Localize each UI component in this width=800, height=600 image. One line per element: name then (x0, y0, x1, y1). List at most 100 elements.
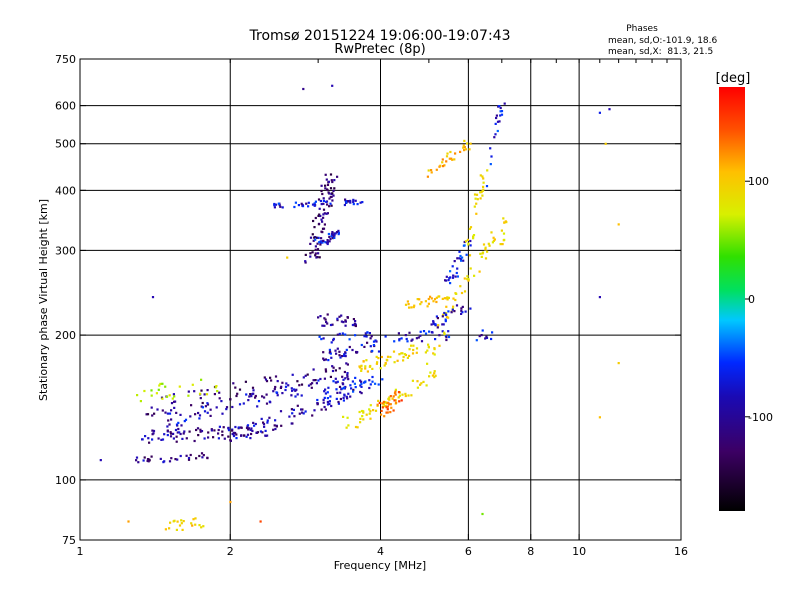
echo-point (496, 120, 500, 123)
echo-point (441, 330, 444, 333)
echo-point (456, 267, 459, 270)
echo-point (441, 315, 444, 318)
echo-point (316, 403, 319, 406)
echo-point (375, 362, 378, 365)
echo-point (444, 320, 447, 323)
echo-point (307, 205, 310, 208)
echo-point (435, 296, 438, 299)
echo-point (324, 318, 327, 321)
echo-point (190, 404, 193, 407)
echo-point (419, 334, 422, 337)
echo-point (169, 435, 173, 438)
echo-point (449, 282, 452, 285)
echo-point (377, 357, 380, 360)
echo-point (475, 202, 478, 205)
echo-point (141, 438, 144, 441)
echo-point (202, 454, 205, 457)
echo-point (206, 403, 210, 406)
echo-point (484, 246, 487, 249)
echo-point (488, 244, 491, 247)
echo-point (436, 326, 439, 329)
echo-point (240, 426, 243, 429)
echo-point (150, 389, 153, 392)
echo-point (331, 199, 334, 202)
echo-point (304, 410, 307, 413)
echo-point (392, 409, 395, 412)
echo-point (343, 393, 346, 396)
echo-point (210, 429, 213, 432)
echo-point (253, 424, 256, 427)
echo-point (481, 251, 485, 254)
echo-point (377, 383, 380, 386)
echo-point (384, 335, 387, 338)
echo-point (330, 204, 333, 207)
echo-point (250, 427, 253, 430)
echo-point (329, 350, 332, 353)
echo-point (343, 386, 346, 389)
echo-point (157, 388, 160, 391)
echo-point (334, 232, 337, 235)
echo-point (317, 316, 320, 319)
echo-point (447, 296, 450, 299)
echo-point (135, 459, 138, 462)
echo-point (187, 394, 190, 397)
echo-point (322, 197, 325, 200)
echo-point (338, 332, 341, 335)
echo-point (375, 355, 378, 358)
echo-point (441, 158, 444, 161)
echo-point (479, 252, 482, 255)
echo-point (411, 352, 415, 355)
echo-point (426, 175, 429, 178)
echo-point (181, 528, 184, 531)
echo-point (326, 397, 329, 400)
echo-point (429, 295, 432, 298)
echo-point (378, 401, 381, 404)
echo-point (345, 201, 348, 204)
echo-point (411, 338, 414, 341)
echo-point (201, 456, 204, 459)
echo-point (164, 385, 167, 388)
echo-point (181, 437, 184, 440)
echo-point (346, 375, 349, 378)
echo-point (99, 459, 102, 462)
echo-point (491, 331, 494, 334)
echo-point (249, 393, 252, 396)
echo-point (314, 238, 317, 241)
echo-point (281, 206, 284, 209)
y-tick-label: 500 (55, 138, 76, 151)
echo-point (360, 382, 363, 385)
echo-point (264, 434, 267, 437)
echo-point (172, 432, 175, 435)
echo-point (320, 237, 323, 240)
echo-point (292, 388, 296, 391)
echo-point (349, 384, 352, 387)
echo-point (336, 347, 339, 350)
echo-point (466, 275, 469, 278)
echo-point (438, 334, 441, 337)
echo-point (291, 422, 294, 425)
echo-point (217, 428, 220, 432)
echo-point (263, 396, 266, 399)
echo-point (158, 384, 161, 387)
x-axis-label: Frequency [MHz] (334, 559, 426, 572)
echo-point (500, 113, 504, 116)
echo-point (298, 412, 301, 415)
echo-point (346, 374, 349, 377)
echo-point (460, 259, 463, 262)
echo-point (442, 323, 445, 326)
echo-point (443, 331, 446, 334)
echo-point (209, 414, 212, 417)
echo-point (427, 297, 430, 301)
echo-point (145, 413, 148, 416)
echo-point (194, 413, 197, 416)
echo-point (363, 335, 366, 338)
echo-point (464, 240, 468, 243)
echo-point (319, 377, 322, 381)
echo-point (288, 415, 291, 418)
echo-point (182, 432, 185, 435)
echo-point (263, 425, 266, 428)
echo-point (217, 437, 220, 440)
echo-point (137, 461, 140, 464)
echo-point (396, 359, 399, 362)
echo-point (389, 395, 392, 398)
